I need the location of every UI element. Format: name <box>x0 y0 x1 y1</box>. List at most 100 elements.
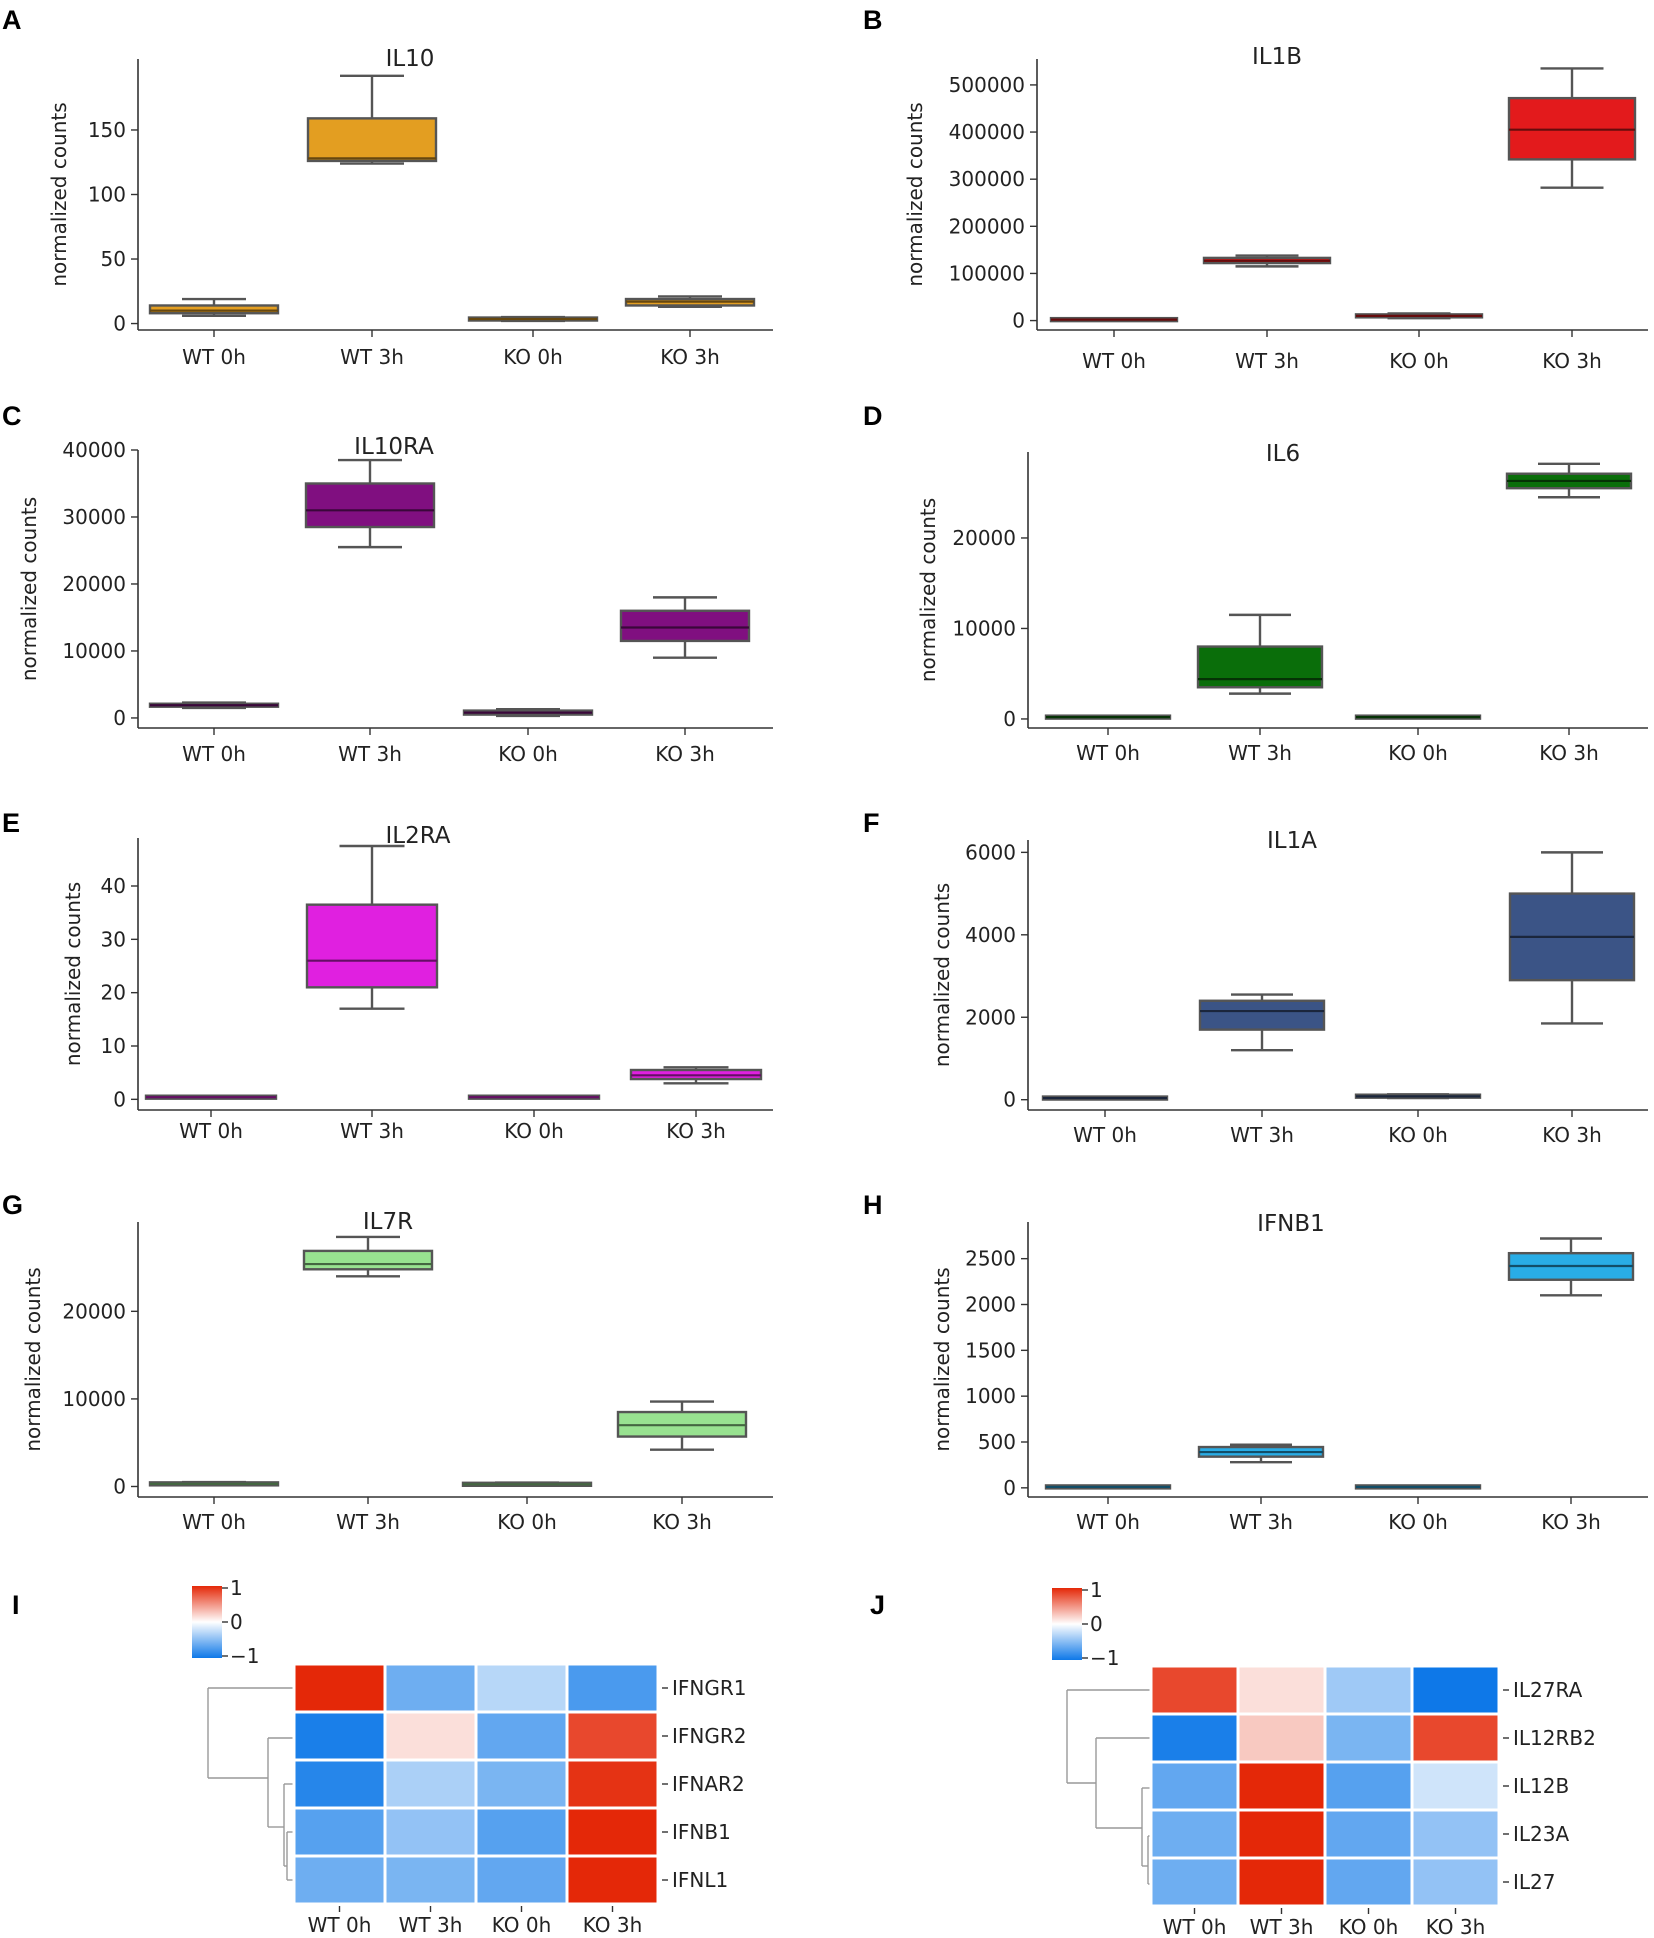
box-panel-a: A IL10 0 50 100 150 normalized counts WT 0h WT 3… <box>2 5 773 369</box>
y-tick-label: 2000 <box>965 1293 1016 1317</box>
panel-title: IL6 <box>1266 441 1300 467</box>
heatmap-cell <box>1410 1712 1501 1764</box>
y-tick-label: 50 <box>101 247 126 271</box>
legend-tick-label: 0 <box>230 1610 243 1634</box>
box-ko-3h <box>616 1400 748 1451</box>
heatmap-cell <box>565 1710 660 1762</box>
box-body <box>148 304 280 315</box>
heatmap-cell <box>383 1710 478 1762</box>
col-label: KO 3h <box>583 1913 643 1937</box>
box-panel-g: G IL7R 0 10000 20000 normalized counts WT 0h WT… <box>2 1190 773 1534</box>
x-tick-label: KO 0h <box>1389 349 1449 373</box>
box-ko-0h <box>462 708 594 718</box>
heatmap-cell <box>292 1662 387 1714</box>
y-tick-label: 30 <box>101 927 126 951</box>
row-label: IFNL1 <box>672 1868 728 1892</box>
col-label: KO 0h <box>492 1913 552 1937</box>
y-tick-label: 500 <box>978 1430 1016 1454</box>
y-tick-label: 200000 <box>949 214 1025 238</box>
legend-tick-label: 0 <box>1090 1612 1103 1636</box>
heatmap-cell <box>474 1662 569 1714</box>
y-tick-label: 6000 <box>965 840 1016 864</box>
y-tick-label: 20000 <box>952 526 1016 550</box>
x-tick-label: KO 0h <box>504 1119 564 1143</box>
heatmap-cell <box>474 1854 569 1906</box>
heatmap-cell <box>292 1710 387 1762</box>
y-tick-label: 10000 <box>952 616 1016 640</box>
heatmap-cell <box>1149 1664 1240 1716</box>
legend-tick-label: 1 <box>230 1576 243 1600</box>
y-tick-label: 1500 <box>965 1338 1016 1362</box>
panel-label: H <box>863 1190 883 1220</box>
col-label: KO 3h <box>1426 1915 1486 1938</box>
box-wt-3h <box>1197 1443 1325 1464</box>
row-dendrogram <box>1066 1689 1151 1885</box>
box-panel-e: E IL2RA 0 10 20 30 40 normalized counts WT 0h WT … <box>2 808 773 1143</box>
panel-label: A <box>2 5 22 35</box>
box-wt-0h <box>1049 316 1179 323</box>
x-tick-label: WT 3h <box>1228 741 1292 765</box>
box-body <box>305 903 439 989</box>
box-ko-0h <box>467 1094 601 1100</box>
y-tick-label: 300000 <box>949 167 1025 191</box>
box-wt-0h <box>148 1480 280 1487</box>
heatmap-cell <box>1323 1856 1414 1908</box>
heatmap-cell <box>292 1806 387 1858</box>
heatmap-cell <box>1323 1760 1414 1812</box>
box-wt-0h <box>1044 1484 1172 1490</box>
y-tick-label: 2500 <box>965 1247 1016 1271</box>
x-tick-label: WT 0h <box>1076 1510 1140 1534</box>
y-tick-label: 150 <box>88 118 126 142</box>
heatmap-cell <box>1236 1856 1327 1908</box>
legend-tick-label: 1 <box>1090 1578 1103 1602</box>
row-label: IFNB1 <box>672 1820 731 1844</box>
x-tick-label: WT 3h <box>338 742 402 766</box>
y-axis-label: normalized counts <box>61 882 85 1066</box>
heatmap-cell <box>1236 1712 1327 1764</box>
x-tick-label: WT 3h <box>336 1510 400 1534</box>
box-ko-0h <box>1354 312 1484 320</box>
row-label: IL12B <box>1513 1774 1569 1798</box>
heatmap-cell <box>1410 1664 1501 1716</box>
y-tick-label: 500000 <box>949 73 1025 97</box>
y-tick-label: 4000 <box>965 923 1016 947</box>
box-wt-3h <box>1198 993 1326 1052</box>
panel-title: IL7R <box>363 1209 413 1235</box>
x-tick-label: WT 3h <box>1230 1123 1294 1147</box>
panel-label: E <box>2 808 20 838</box>
panel-label: I <box>12 1590 20 1620</box>
row-label: IL27 <box>1513 1870 1556 1894</box>
row-label: IFNGR2 <box>672 1724 746 1748</box>
y-tick-label: 10 <box>101 1034 126 1058</box>
heatmap-cell <box>1149 1856 1240 1908</box>
y-tick-label: 400000 <box>949 120 1025 144</box>
legend-colorbar <box>192 1586 222 1658</box>
heatmap-cell <box>1149 1808 1240 1860</box>
box-ko-3h <box>1507 1237 1635 1297</box>
heatmap-cell <box>383 1758 478 1810</box>
heatmap-cell <box>1410 1856 1501 1908</box>
legend-tick-label: −1 <box>230 1644 259 1668</box>
heatmap-cell <box>474 1806 569 1858</box>
heatmap-cell <box>1323 1664 1414 1716</box>
panel-title: IL1A <box>1267 828 1317 854</box>
y-tick-label: 40 <box>101 874 126 898</box>
legend-colorbar <box>1052 1588 1082 1660</box>
x-tick-label: WT 0h <box>1082 349 1146 373</box>
legend-tick-label: −1 <box>1090 1646 1119 1670</box>
x-tick-label: KO 3h <box>655 742 715 766</box>
box-panel-f: F IL1A 0 2000 4000 6000 normalized counts WT 0h… <box>863 808 1648 1147</box>
x-tick-label: KO 0h <box>1388 1510 1448 1534</box>
panel-title: IL2RA <box>385 823 450 849</box>
x-tick-label: WT 0h <box>182 345 246 369</box>
y-tick-label: 0 <box>1012 309 1025 333</box>
col-label: KO 0h <box>1339 1915 1399 1938</box>
x-tick-label: WT 0h <box>182 742 246 766</box>
heatmap-cell <box>565 1662 660 1714</box>
y-tick-label: 0 <box>113 1087 126 1111</box>
row-label: IL27RA <box>1513 1678 1583 1702</box>
color-legend: 1 0 −1 <box>1052 1578 1119 1670</box>
panel-label: J <box>870 1590 885 1620</box>
box-ko-0h <box>1354 1484 1482 1490</box>
y-tick-label: 100000 <box>949 261 1025 285</box>
